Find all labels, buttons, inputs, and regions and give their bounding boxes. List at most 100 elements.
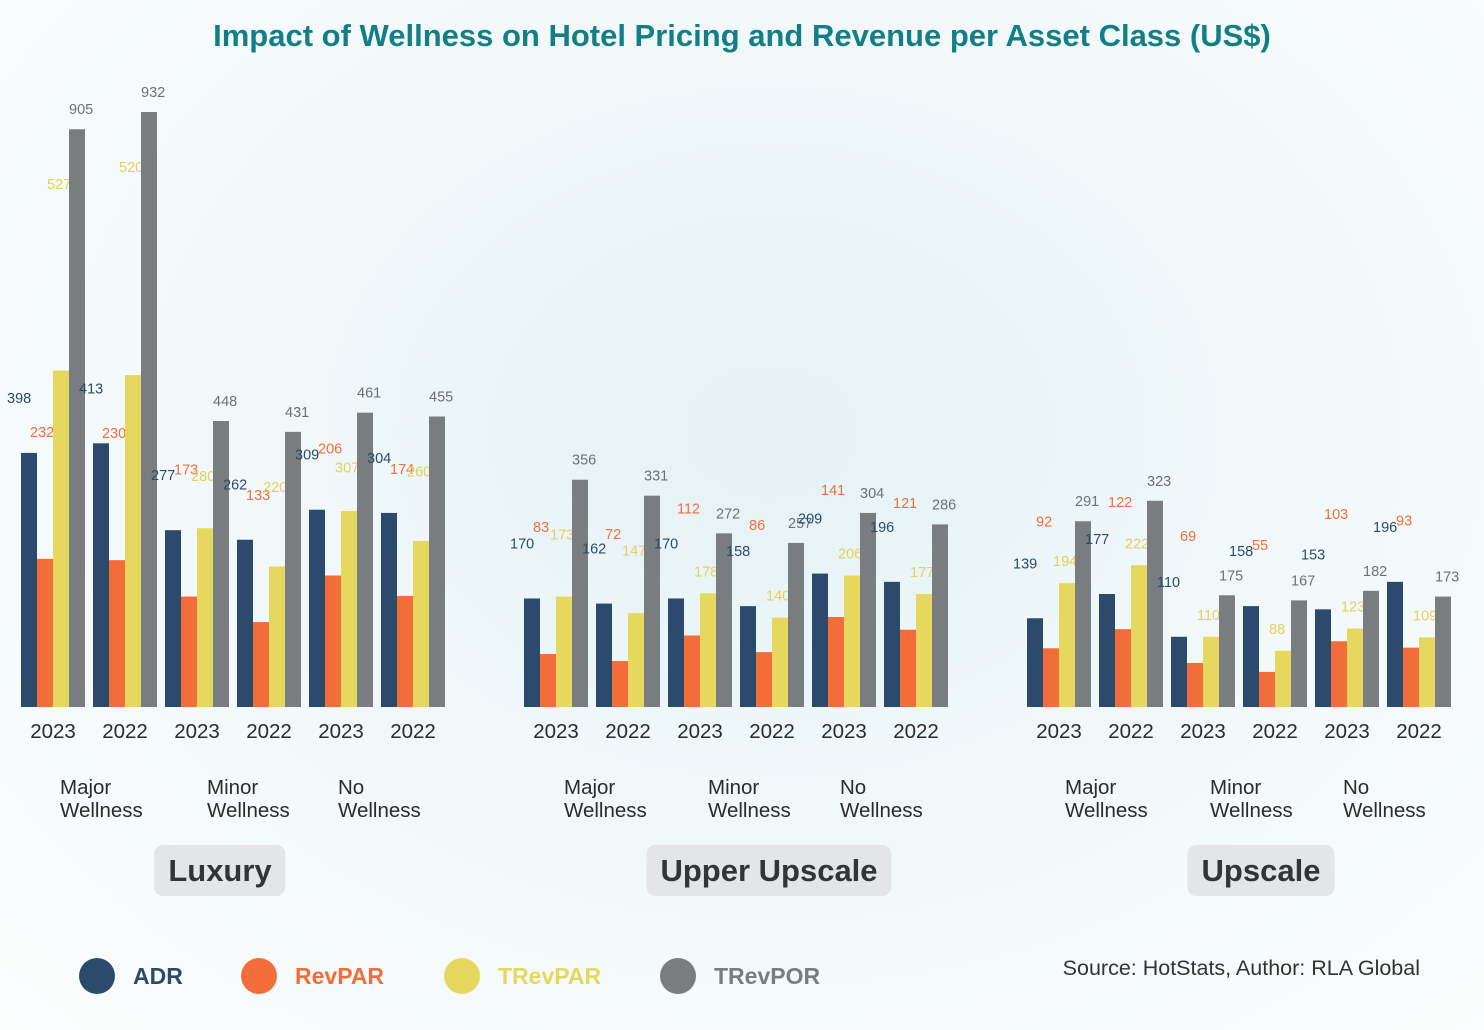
year-tick-label: 2022	[390, 720, 436, 743]
value-label-revpar: 206	[318, 441, 342, 457]
value-label-revpar: 86	[749, 518, 765, 534]
bar-trevpar	[1203, 636, 1219, 707]
bar-trevpor	[429, 416, 445, 707]
value-label-trevpor: 461	[357, 386, 381, 402]
bar-trevpar	[1131, 565, 1147, 707]
year-tick-label: 2022	[605, 720, 651, 743]
bar-trevpor	[1435, 596, 1451, 707]
wellness-group-label: Minor Wellness	[708, 776, 791, 822]
legend-label-adr: ADR	[133, 962, 183, 989]
asset-class-label: Upper Upscale	[646, 845, 892, 896]
year-tick-label: 2023	[1036, 720, 1082, 743]
value-label-revpar: 122	[1108, 495, 1132, 511]
bar-trevpor	[572, 479, 588, 707]
value-label-trevpor: 905	[69, 102, 93, 118]
legend-label-trevpor: TRevPOR	[714, 962, 821, 989]
bar-trevpar	[1347, 628, 1363, 707]
wellness-group-label: Minor Wellness	[207, 776, 290, 822]
bar-revpar	[325, 575, 341, 707]
value-label-trevpar: 178	[694, 564, 718, 580]
value-label-trevpor: 182	[1363, 564, 1387, 580]
value-label-trevpar: 520	[119, 160, 143, 176]
value-label-trevpor: 448	[213, 394, 237, 410]
value-label-trevpor: 304	[860, 486, 884, 502]
bar-adr	[812, 573, 828, 707]
bar-adr	[309, 509, 325, 707]
year-tick-label: 2023	[821, 720, 867, 743]
bar-revpar	[1403, 647, 1419, 707]
value-label-trevpar: 110	[1197, 608, 1220, 624]
value-label-revpar: 92	[1036, 514, 1052, 530]
value-label-trevpor: 932	[141, 85, 165, 101]
bar-chart: 3982325279052023413230520932202227717328…	[7, 85, 1459, 743]
bar-revpar	[684, 635, 700, 707]
value-label-revpar: 230	[102, 426, 126, 442]
bar-revpar	[109, 560, 125, 707]
value-label-trevpar: 123	[1341, 599, 1365, 615]
value-label-trevpor: 173	[1435, 570, 1459, 586]
bar-trevpor	[788, 542, 804, 707]
legend-item-trevpor: TRevPOR	[660, 956, 820, 996]
bar-adr	[1171, 636, 1187, 707]
value-label-adr: 153	[1301, 547, 1325, 563]
value-label-trevpar: 194	[1053, 554, 1077, 570]
wellness-group-label: No Wellness	[338, 776, 421, 822]
bar-trevpor	[644, 495, 660, 707]
bar-trevpar	[628, 613, 644, 707]
value-label-adr: 158	[1229, 544, 1253, 560]
bar-trevpar	[341, 511, 357, 707]
value-label-adr: 110	[1157, 575, 1180, 591]
legend-item-revpar: RevPAR	[241, 956, 384, 996]
bar-revpar	[612, 661, 628, 707]
bar-revpar	[1043, 648, 1059, 707]
value-label-trevpor: 356	[572, 453, 596, 469]
bar-trevpor	[1147, 500, 1163, 707]
bar-trevpor	[285, 431, 301, 707]
year-tick-label: 2022	[1108, 720, 1154, 743]
value-label-revpar: 72	[605, 527, 621, 543]
legend-swatch-trevpor	[660, 958, 696, 994]
bar-trevpor	[716, 533, 732, 707]
bar-trevpor	[1075, 521, 1091, 707]
bar-adr	[1027, 618, 1043, 707]
bar-trevpar	[197, 528, 213, 707]
bar-trevpar	[556, 596, 572, 707]
bar-trevpar	[269, 566, 285, 707]
bar-adr	[884, 581, 900, 707]
value-label-adr: 162	[582, 542, 606, 558]
asset-class-label: Upscale	[1187, 845, 1335, 896]
bar-trevpor	[860, 512, 876, 707]
bar-trevpar	[916, 594, 932, 707]
value-label-trevpor: 291	[1075, 494, 1099, 510]
bar-trevpar	[53, 370, 69, 707]
value-label-trevpar: 147	[622, 544, 646, 560]
year-tick-label: 2022	[246, 720, 292, 743]
year-tick-label: 2022	[893, 720, 939, 743]
value-label-trevpor: 331	[644, 469, 668, 485]
year-tick-label: 2023	[30, 720, 76, 743]
legend-label-trevpar: TRevPAR	[498, 962, 602, 989]
value-label-trevpar: 280	[191, 469, 215, 485]
legend-item-trevpar: TRevPAR	[444, 956, 601, 996]
value-label-revpar: 103	[1324, 507, 1348, 523]
bar-revpar	[828, 616, 844, 707]
value-label-adr: 413	[79, 381, 103, 397]
bar-revpar	[397, 595, 413, 707]
value-label-revpar: 141	[821, 483, 845, 499]
value-label-trevpor: 167	[1291, 573, 1315, 589]
bar-trevpar	[1059, 583, 1075, 707]
value-label-revpar: 69	[1180, 529, 1196, 545]
bar-trevpar	[772, 617, 788, 707]
bar-adr	[1099, 594, 1115, 707]
bar-trevpar	[125, 375, 141, 707]
bar-trevpar	[1419, 637, 1435, 707]
bar-trevpor	[1219, 595, 1235, 707]
bar-trevpar	[700, 593, 716, 707]
bar-trevpor	[1291, 600, 1307, 707]
bar-trevpar	[413, 541, 429, 707]
value-label-trevpar: 206	[838, 546, 862, 562]
wellness-group-label: No Wellness	[840, 776, 923, 822]
value-label-trevpar: 527	[47, 177, 71, 193]
bar-adr	[237, 539, 253, 707]
chart-title: Impact of Wellness on Hotel Pricing and …	[213, 18, 1271, 53]
